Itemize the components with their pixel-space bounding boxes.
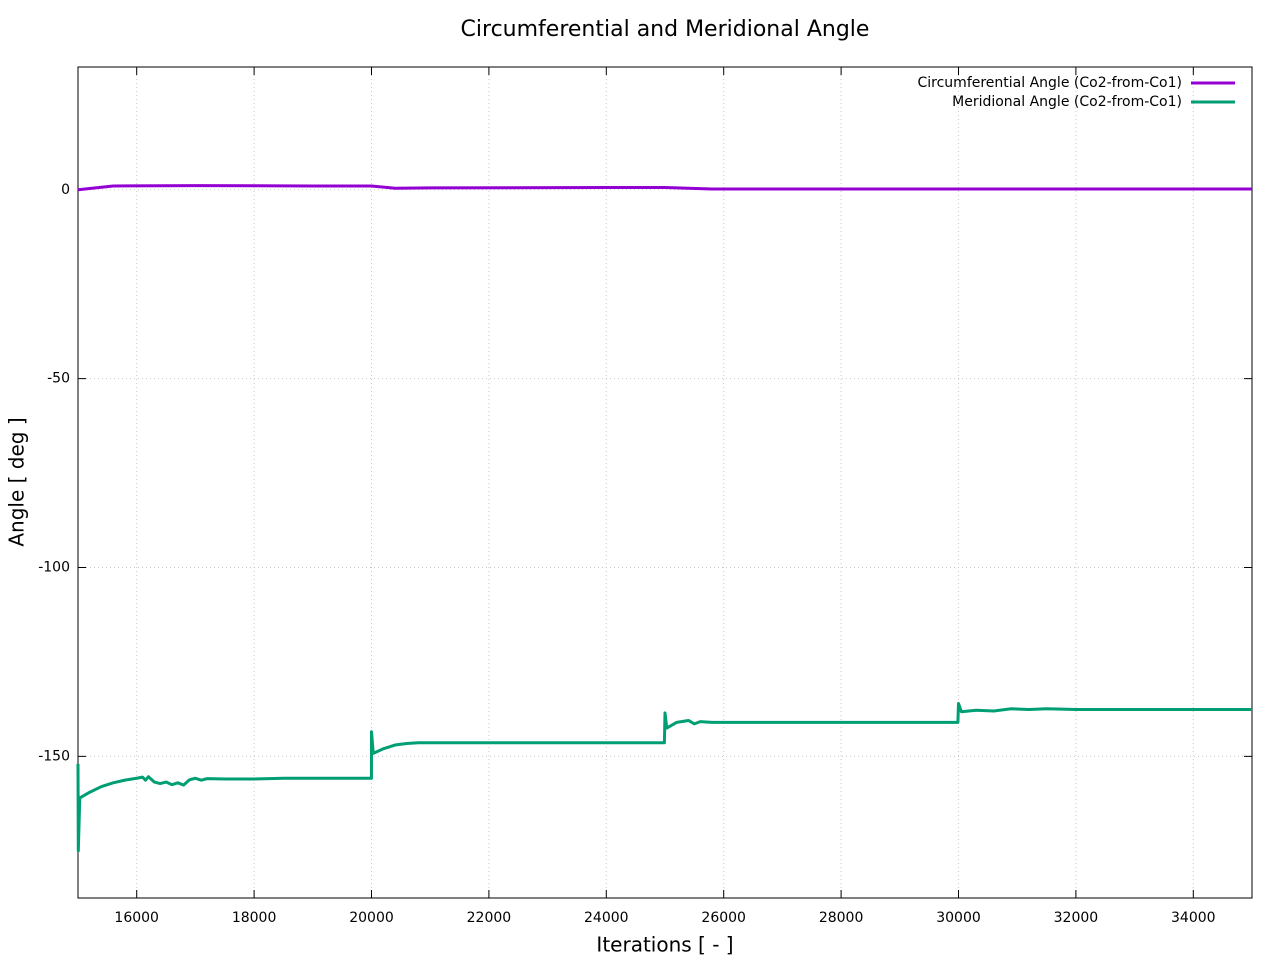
x-tick-label: 30000 — [936, 910, 981, 926]
x-tick-label: 22000 — [467, 910, 512, 926]
y-axis-label: Angle [ deg ] — [5, 417, 29, 546]
series-line — [77, 184, 1252, 192]
plot-frame — [77, 66, 1253, 899]
legend-label: Meridional Angle (Co2-from-Co1) — [952, 94, 1182, 110]
x-tick-label: 28000 — [819, 910, 864, 926]
x-tick-label: 34000 — [1171, 910, 1216, 926]
y-tick-label: -150 — [38, 748, 70, 764]
x-tick-label: 24000 — [584, 910, 629, 926]
series-line — [76, 701, 1252, 853]
y-tick-label: -100 — [38, 559, 70, 575]
chart-title: Circumferential and Meridional Angle — [461, 17, 870, 42]
x-tick-label: 20000 — [349, 910, 394, 926]
y-tick-label: -50 — [47, 371, 70, 387]
legend-label: Circumferential Angle (Co2-from-Co1) — [918, 75, 1183, 91]
x-tick-label: 18000 — [232, 910, 277, 926]
y-tick-label: 0 — [61, 182, 70, 198]
x-tick-label: 32000 — [1054, 910, 1099, 926]
x-tick-label: 26000 — [701, 910, 746, 926]
x-axis-label: Iterations [ - ] — [596, 933, 733, 957]
x-tick-label: 16000 — [114, 910, 159, 926]
